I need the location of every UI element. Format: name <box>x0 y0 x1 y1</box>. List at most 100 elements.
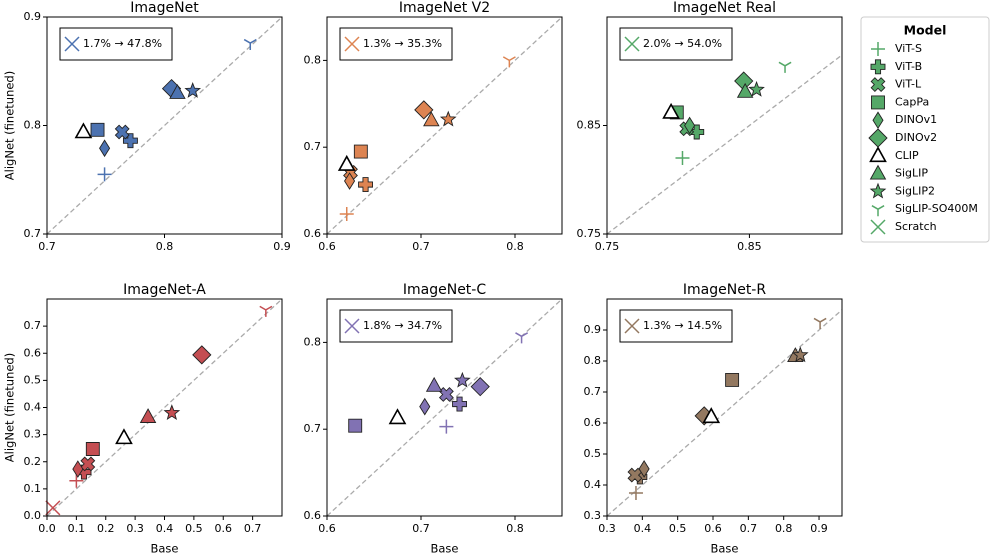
annotation-box <box>339 27 453 61</box>
y-tick-label: 0.3 <box>584 509 602 522</box>
point <box>344 172 356 190</box>
axes-frame <box>46 16 283 235</box>
panel-title: ImageNet-R <box>683 282 766 298</box>
panel-title: ImageNet-C <box>403 282 486 298</box>
legend-marker <box>869 146 887 163</box>
annotation: 1.8% → 34.7% <box>363 319 442 332</box>
y-tick-label: 0.7 <box>24 319 42 332</box>
annotation: 2.0% → 54.0% <box>643 37 722 50</box>
legend-label: SigLIP <box>895 167 928 180</box>
panel-title: ImageNet <box>130 0 199 16</box>
annotation: 1.3% → 35.3% <box>363 37 442 50</box>
diagonal <box>46 298 283 517</box>
point <box>169 84 186 99</box>
point <box>748 80 765 97</box>
panel-title: ImageNet V2 <box>399 0 490 16</box>
point <box>192 345 212 365</box>
legend-title: Model <box>904 23 947 38</box>
point <box>452 396 467 412</box>
x-tick-label: 0.7 <box>740 522 758 535</box>
y-tick-label: 0.9 <box>584 323 602 336</box>
panel-title: ImageNet Real <box>673 0 776 16</box>
point <box>339 207 354 222</box>
point <box>419 397 431 416</box>
x-axis-label: Base <box>150 542 178 556</box>
x-axis-label: Base <box>430 542 458 556</box>
x-tick-label: 0.8 <box>506 522 524 535</box>
point <box>72 460 84 478</box>
y-tick-label: 0.3 <box>24 428 42 441</box>
point <box>702 407 721 424</box>
legend-marker <box>870 59 886 75</box>
point <box>439 110 457 127</box>
x-tick-label: 0.7 <box>412 240 430 253</box>
diagonal <box>46 16 283 235</box>
annotation-marker <box>624 318 640 334</box>
panel-title: ImageNet-A <box>123 282 206 298</box>
x-tick-label: 0.1 <box>68 522 86 535</box>
y-axis-label: AligNet (finetuned) <box>3 71 17 180</box>
x-tick-label: 0.0 <box>38 522 56 535</box>
x-tick-label: 0.3 <box>598 522 616 535</box>
point <box>388 408 407 425</box>
y-tick-label: 0.0 <box>24 509 42 522</box>
point <box>259 305 273 317</box>
point <box>425 376 443 392</box>
point <box>638 460 650 478</box>
annotation: 1.7% → 47.8% <box>83 37 162 50</box>
point <box>163 404 181 421</box>
point <box>725 372 740 387</box>
point <box>470 377 490 397</box>
y-tick-label: 0.5 <box>584 447 602 460</box>
annotation-marker <box>344 36 360 52</box>
point <box>69 473 84 488</box>
axes-frame <box>326 298 563 517</box>
point <box>97 167 112 182</box>
legend-label: ViT-L <box>895 78 922 91</box>
point <box>628 486 643 501</box>
x-tick-label: 0.6 <box>318 522 336 535</box>
point <box>423 111 440 127</box>
point <box>99 139 111 158</box>
diagonal <box>606 309 843 517</box>
point <box>114 124 130 140</box>
point <box>502 56 516 68</box>
point <box>74 122 93 139</box>
y-tick-label: 0.8 <box>24 119 42 132</box>
x-tick-label: 0.6 <box>318 240 336 253</box>
x-tick-label: 0.5 <box>185 522 203 535</box>
point <box>662 102 680 119</box>
legend-label: CapPa <box>895 95 929 108</box>
legend-label: SigLIP-SO400M <box>895 202 978 215</box>
point <box>337 154 356 171</box>
y-tick-label: 0.7 <box>24 227 42 240</box>
x-tick-label: 0.5 <box>669 522 687 535</box>
y-tick-label: 0.8 <box>304 53 322 66</box>
legend-marker <box>872 111 884 130</box>
point <box>736 82 754 98</box>
x-tick-label: 0.4 <box>156 522 174 535</box>
x-tick-label: 0.3 <box>126 522 144 535</box>
legend-label: ViT-B <box>895 60 922 73</box>
x-tick-label: 0.9 <box>810 522 828 535</box>
y-tick-label: 0.7 <box>304 422 322 435</box>
point <box>684 116 696 135</box>
x-tick-label: 0.8 <box>156 240 174 253</box>
axes-frame <box>606 298 843 517</box>
legend-marker <box>870 219 886 235</box>
point <box>139 408 157 423</box>
point <box>439 419 454 434</box>
legend-label: ViT-S <box>895 42 922 55</box>
x-tick-label: 0.9 <box>273 240 291 253</box>
y-tick-label: 0.7 <box>304 140 322 153</box>
annotation-box <box>339 309 453 343</box>
point <box>45 500 61 516</box>
axes-frame <box>606 16 843 235</box>
y-axis-label: AligNet (finetuned) <box>3 353 17 462</box>
x-tick-label: 0.8 <box>506 240 524 253</box>
point <box>791 346 809 363</box>
y-tick-label: 0.6 <box>304 509 322 522</box>
x-tick-label: 0.7 <box>244 522 262 535</box>
y-tick-label: 0.85 <box>577 119 602 132</box>
annotation-marker <box>344 318 360 334</box>
